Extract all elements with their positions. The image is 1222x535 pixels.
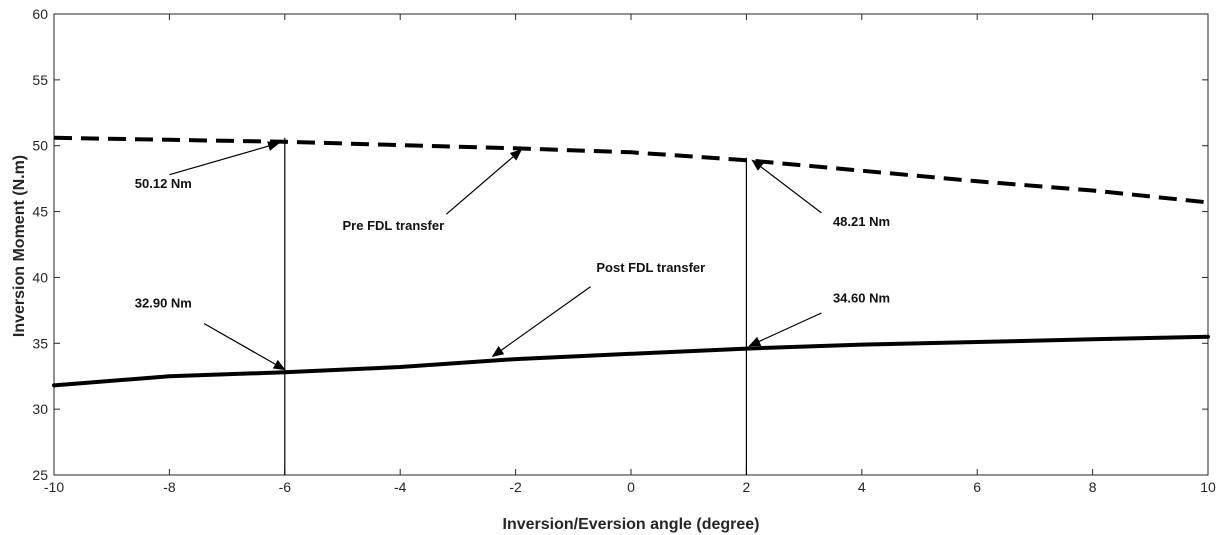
x-tick-label: -2 [509, 479, 522, 495]
series-line-pre-fdl [53, 135, 1209, 205]
x-tick-label: 2 [743, 479, 751, 495]
x-tick-label: -10 [44, 479, 64, 495]
y-tick-label: 25 [32, 467, 48, 483]
x-tick-label: -4 [394, 479, 407, 495]
y-tick-label: 40 [32, 269, 48, 285]
annotation-arrow [751, 159, 822, 214]
annotation-arrow [748, 312, 822, 347]
annotation-label: 34.60 Nm [833, 290, 890, 305]
x-tick-label: -8 [163, 479, 176, 495]
x-tick-label: 10 [1200, 479, 1216, 495]
x-tick-label: 4 [858, 479, 866, 495]
annotation-arrow [203, 323, 286, 371]
y-tick-label: 50 [32, 138, 48, 154]
y-axis-title: Inversion Moment (N.m) [11, 155, 28, 337]
x-tick-label: -6 [279, 479, 292, 495]
x-tick-label: 6 [973, 479, 981, 495]
plot-data [52, 135, 1210, 475]
x-axis-title: Inversion/Eversion angle (degree) [503, 516, 760, 533]
y-tick-label: 30 [32, 401, 48, 417]
annotation-arrow [491, 286, 591, 358]
plot-annotations: 50.12 Nm Pre FDL transfer 48.21 Nm Post FDL… [135, 141, 890, 371]
x-tick-label: 8 [1089, 479, 1097, 495]
annotation-label: Post FDL transfer [596, 260, 705, 275]
plot-axes: -10 -8 -6 -4 -2 0 2 4 6 8 10 25 30 35 40 45 50 55 60 [32, 6, 1216, 495]
y-tick-label: 60 [32, 6, 48, 22]
y-tick-label: 55 [32, 72, 48, 88]
y-tick-label: 45 [32, 204, 48, 220]
annotation-label: 48.21 Nm [833, 214, 890, 229]
annotation-label: Pre FDL transfer [343, 218, 445, 233]
annotation-arrow [169, 141, 280, 176]
y-tick-label: 35 [32, 335, 48, 351]
x-tick-label: 0 [627, 479, 635, 495]
series-line-post-fdl [52, 334, 1210, 388]
plot-frame [53, 13, 1209, 476]
annotation-label: 50.12 Nm [135, 176, 192, 191]
annotation-label: 32.90 Nm [135, 296, 192, 311]
annotation-arrow [445, 149, 523, 215]
